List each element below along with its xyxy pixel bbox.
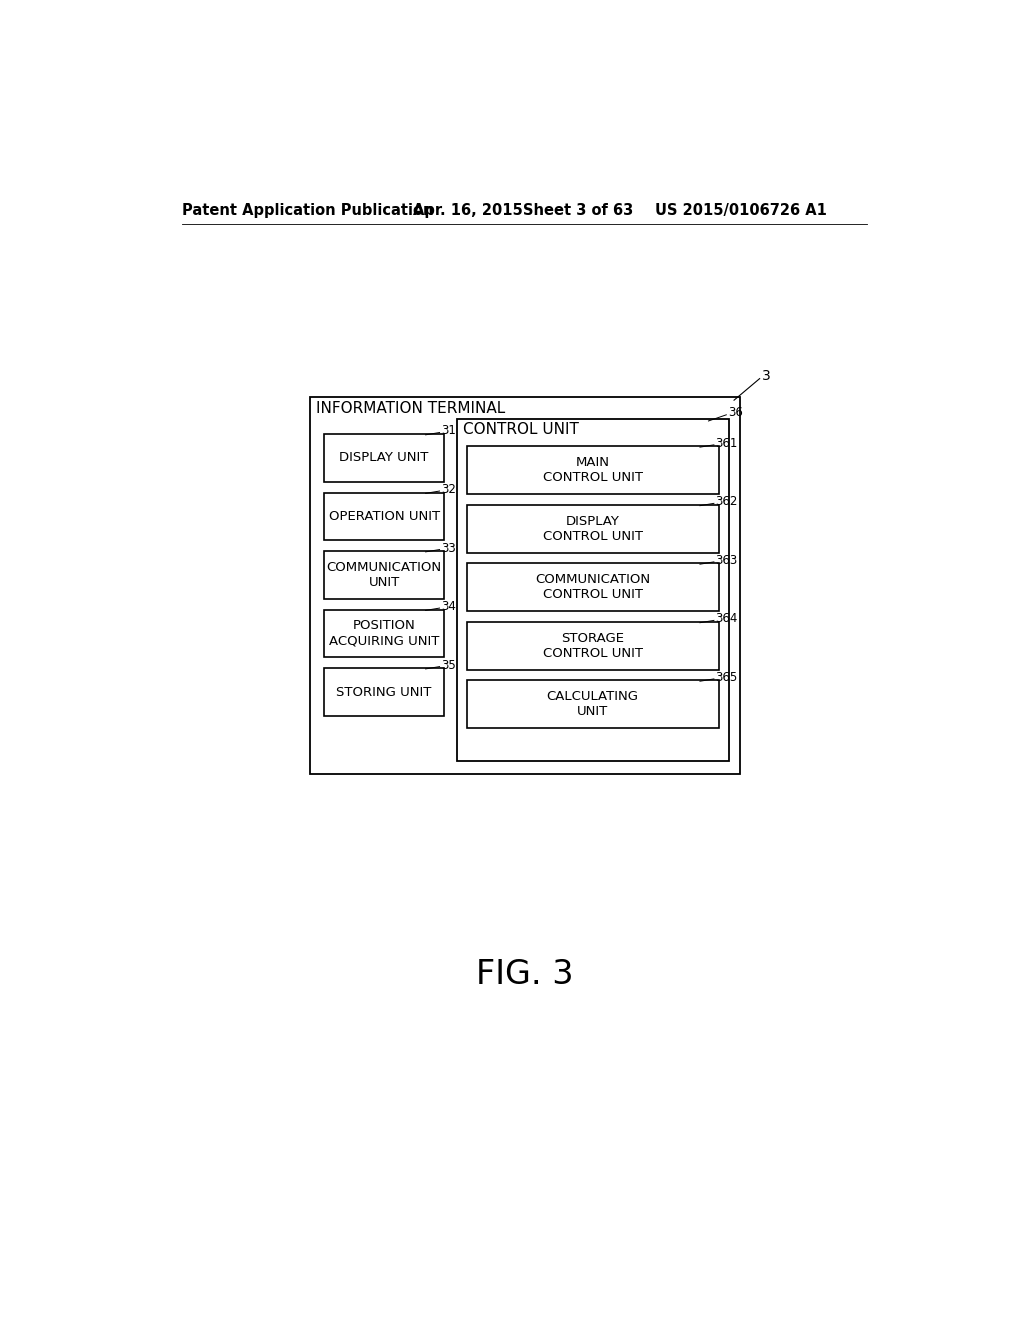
Text: MAIN
CONTROL UNIT: MAIN CONTROL UNIT bbox=[543, 457, 643, 484]
Text: COMMUNICATION
CONTROL UNIT: COMMUNICATION CONTROL UNIT bbox=[536, 573, 650, 602]
Text: CALCULATING
UNIT: CALCULATING UNIT bbox=[547, 690, 639, 718]
Text: 365: 365 bbox=[716, 671, 737, 684]
Text: CONTROL UNIT: CONTROL UNIT bbox=[463, 422, 579, 437]
Text: 32: 32 bbox=[441, 483, 456, 496]
Bar bbox=[467, 506, 719, 553]
Text: 36: 36 bbox=[728, 407, 742, 418]
Bar bbox=[324, 492, 444, 540]
Text: OPERATION UNIT: OPERATION UNIT bbox=[329, 510, 439, 523]
Text: STORING UNIT: STORING UNIT bbox=[337, 685, 432, 698]
Text: Sheet 3 of 63: Sheet 3 of 63 bbox=[523, 203, 634, 218]
Text: 31: 31 bbox=[441, 425, 456, 437]
Text: Apr. 16, 2015: Apr. 16, 2015 bbox=[414, 203, 523, 218]
Text: COMMUNICATION
UNIT: COMMUNICATION UNIT bbox=[327, 561, 441, 589]
Text: 35: 35 bbox=[441, 659, 456, 672]
Text: US 2015/0106726 A1: US 2015/0106726 A1 bbox=[655, 203, 826, 218]
Text: 363: 363 bbox=[716, 554, 737, 566]
Text: 364: 364 bbox=[716, 612, 738, 626]
Bar bbox=[467, 446, 719, 494]
Text: 361: 361 bbox=[716, 437, 738, 450]
Bar bbox=[324, 552, 444, 599]
Text: DISPLAY
CONTROL UNIT: DISPLAY CONTROL UNIT bbox=[543, 515, 643, 543]
Bar bbox=[324, 434, 444, 482]
Text: DISPLAY UNIT: DISPLAY UNIT bbox=[339, 451, 429, 465]
Text: 3: 3 bbox=[762, 368, 771, 383]
Text: 33: 33 bbox=[441, 541, 456, 554]
Text: 34: 34 bbox=[441, 601, 456, 612]
Bar bbox=[467, 622, 719, 669]
Text: STORAGE
CONTROL UNIT: STORAGE CONTROL UNIT bbox=[543, 632, 643, 660]
Text: FIG. 3: FIG. 3 bbox=[476, 958, 573, 991]
Bar bbox=[458, 418, 729, 762]
Bar bbox=[467, 681, 719, 729]
Bar bbox=[324, 668, 444, 715]
Text: INFORMATION TERMINAL: INFORMATION TERMINAL bbox=[316, 401, 506, 416]
Text: Patent Application Publication: Patent Application Publication bbox=[182, 203, 434, 218]
Bar bbox=[310, 397, 740, 775]
Text: POSITION
ACQUIRING UNIT: POSITION ACQUIRING UNIT bbox=[329, 619, 439, 648]
Bar bbox=[324, 610, 444, 657]
Bar bbox=[467, 564, 719, 611]
Text: 362: 362 bbox=[716, 495, 738, 508]
